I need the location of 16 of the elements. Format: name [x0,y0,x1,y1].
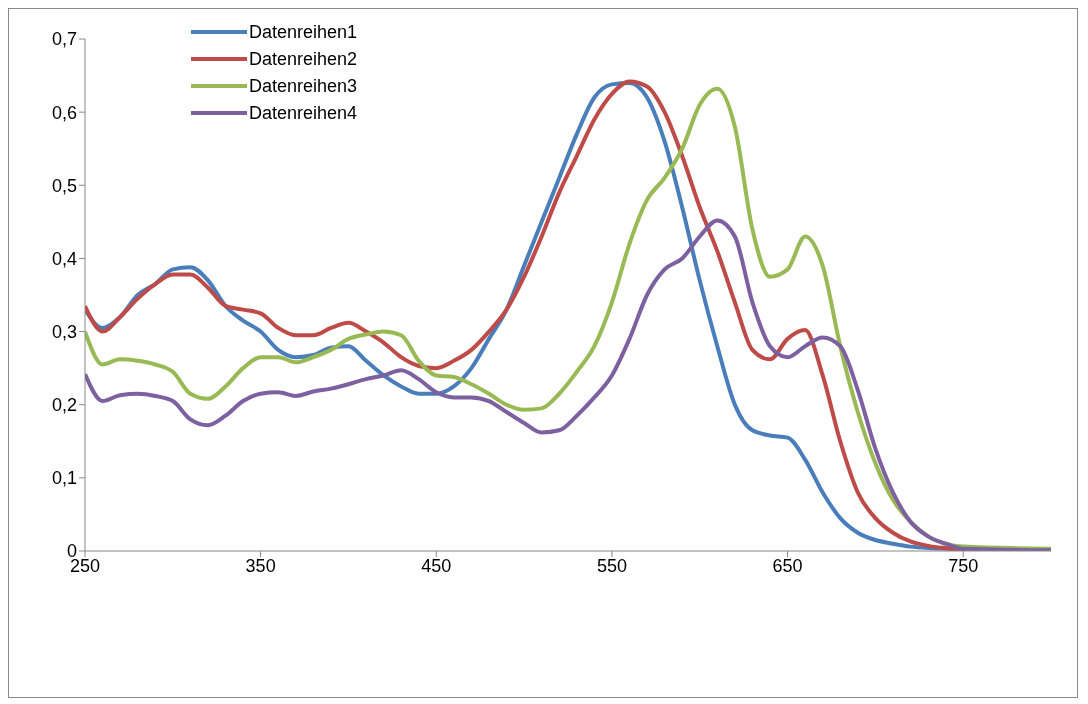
x-tick-label: 450 [421,555,452,576]
legend-label: Datenreihen4 [249,102,359,125]
y-tick-label: 0,2 [51,395,77,416]
legend-label: Datenreihen1 [249,21,359,44]
x-tick-label: 350 [245,555,276,576]
legend-label: Datenreihen2 [249,48,359,71]
y-tick-label: 0,6 [51,102,77,123]
x-tick-label: 650 [772,555,803,576]
y-tick-label: 0,7 [51,29,77,50]
y-tick-label: 0,4 [51,248,77,269]
legend-label: Datenreihen3 [249,75,359,98]
y-tick-label: 0,1 [51,468,77,489]
x-tick-label: 550 [596,555,627,576]
y-tick-label: 0,5 [51,175,77,196]
y-tick-label: 0,3 [51,321,77,342]
x-tick-label: 750 [948,555,979,576]
